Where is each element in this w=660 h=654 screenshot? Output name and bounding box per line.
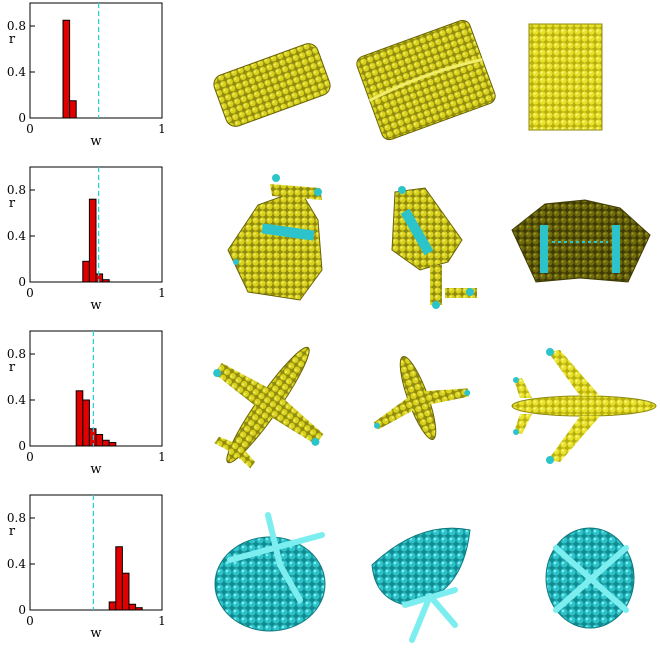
histogram-bar [82, 399, 90, 447]
shell-view-3 [545, 527, 635, 629]
histogram-panel-2: 0 0.4 0.8 0 1 w r [7, 166, 166, 313]
histogram-panel-4: 0 0.4 0.8 0 1 w r [7, 494, 166, 641]
plot-frame [29, 494, 163, 611]
histogram-bar [128, 603, 137, 611]
airplane-view-3 [511, 348, 657, 464]
cylinder-view-3 [528, 23, 603, 131]
airplane-view-2 [373, 356, 471, 440]
histogram-bar [115, 546, 123, 611]
y-tick-label: 0.4 [7, 557, 26, 571]
y-tick-label: 0 [18, 275, 26, 289]
x-tick-label: 1 [158, 450, 166, 464]
y-tick-label: 0 [18, 111, 26, 125]
y-tick-label: 0.8 [7, 511, 26, 525]
y-tick-label: 0 [18, 603, 26, 617]
y-axis-label: r [9, 32, 16, 47]
x-tick-label: 0 [26, 122, 34, 136]
histogram-bar [82, 260, 90, 283]
y-tick-label: 0.4 [7, 229, 26, 243]
x-axis-label: w [90, 134, 101, 149]
histogram-bar [121, 572, 130, 611]
plot-frame [29, 2, 163, 119]
y-tick-label: 0.8 [7, 19, 26, 33]
histogram-bar [95, 273, 104, 283]
folded-shape-view-1 [227, 174, 323, 301]
y-axis-label: r [9, 196, 16, 211]
histogram-bar [62, 19, 71, 119]
histogram-bar [108, 601, 117, 611]
x-tick-label: 1 [158, 286, 166, 300]
y-tick-label: 0.4 [7, 65, 26, 79]
y-axis-label: r [9, 524, 16, 539]
y-tick-label: 0.8 [7, 183, 26, 197]
folded-shape-view-3 [511, 199, 651, 283]
x-axis-label: w [90, 298, 101, 313]
histogram-bar [75, 390, 84, 447]
histogram-bar [135, 607, 143, 611]
histogram-bar [102, 279, 110, 283]
x-axis-label: w [90, 626, 101, 641]
histogram-panel-3: 0 0.4 0.8 0 1 w r [7, 330, 166, 477]
shell-view-1 [214, 512, 326, 632]
histogram-bar [69, 100, 77, 119]
y-axis-label: r [9, 360, 16, 375]
x-tick-label: 0 [26, 614, 34, 628]
y-tick-label: 0.4 [7, 393, 26, 407]
folded-shape-view-2 [391, 186, 477, 309]
x-tick-label: 1 [158, 614, 166, 628]
histogram-bar [95, 434, 104, 447]
histogram-bar [88, 428, 97, 447]
cylinder-view-2 [356, 19, 496, 141]
x-axis-label: w [90, 462, 101, 477]
histogram-bar [102, 439, 110, 447]
histogram-bar [108, 442, 117, 447]
histogram-panel-1: 0 0.4 0.8 0 1 w r [7, 2, 166, 149]
airplane-view-1 [213, 346, 324, 469]
cylinder-view-1 [213, 43, 331, 127]
y-tick-label: 0 [18, 439, 26, 453]
shell-view-2 [371, 527, 471, 643]
x-tick-label: 0 [26, 450, 34, 464]
x-tick-label: 0 [26, 286, 34, 300]
x-tick-label: 1 [158, 122, 166, 136]
y-tick-label: 0.8 [7, 347, 26, 361]
histogram-bar [88, 198, 97, 283]
